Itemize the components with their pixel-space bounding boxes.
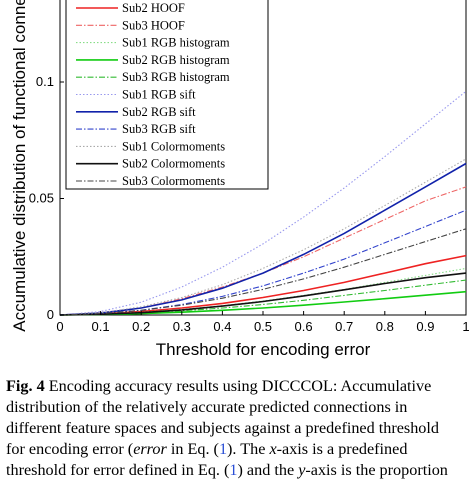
y-tick-label: 0: [47, 307, 54, 322]
legend-box: [65, 0, 269, 190]
caption-text: threshold for error defined in Eq. (: [6, 461, 230, 479]
x-tick-label: 0.4: [213, 319, 231, 334]
x-tick-label: 0.9: [416, 319, 434, 334]
caption-text: -axis is the proportion: [305, 461, 448, 479]
caption-text: ) and the: [237, 461, 299, 479]
equation-ref-link[interactable]: 1: [229, 461, 238, 479]
x-tick-label: 0: [56, 319, 63, 334]
series-line-sub2-hoof: [59, 254, 467, 316]
x-axis-label: Threshold for encoding error: [155, 340, 371, 359]
caption-text: ). The: [227, 440, 270, 458]
x-tick-label: 0.1: [92, 319, 110, 334]
y-tick-label: 0.1: [36, 74, 54, 89]
caption-text: x: [269, 440, 277, 458]
series-line-sub1-rgb-sift: [59, 90, 467, 316]
series-line-sub2-colormoments: [59, 272, 467, 316]
caption-text: y: [298, 461, 306, 479]
chart-svg: 0 0.1 0.2 0.3 0.4 0.5 0.6 0.7 0.8 0.9 1 0 0.05 0.1 Su…: [29, 0, 470, 334]
caption-line: for encoding error (error in Eq. (1). Th…: [6, 439, 474, 460]
legend-label-sub1-rgb-sift: Sub1 RGB sift: [122, 88, 196, 102]
caption-text: Encoding accuracy results using DICCCOL:…: [44, 377, 432, 395]
x-tick-label: 0.8: [376, 319, 394, 334]
caption-line: different feature spaces and subjects ag…: [6, 418, 474, 439]
y-axis-label: Accumulative distribution of functional …: [10, 0, 29, 332]
x-tick-label: 0.5: [254, 319, 272, 334]
legend-label-sub1-rgb-histogram: Sub1 RGB histogram: [122, 36, 230, 50]
legend-label-sub2-hoof: Sub2 HOOF: [122, 1, 185, 15]
caption-text: Fig. 4: [6, 377, 45, 395]
legend-label-sub3-hoof: Sub3 HOOF: [122, 18, 185, 32]
caption-text: for encoding error (: [6, 440, 134, 458]
caption-line: threshold for error defined in Eq. (1) a…: [6, 460, 474, 481]
legend-label-sub3-rgb-histogram: Sub3 RGB histogram: [122, 70, 230, 84]
caption-text: -axis is a predefined: [276, 440, 408, 458]
legend-label-sub2-rgb-sift: Sub2 RGB sift: [122, 105, 196, 119]
legend-label-sub3-rgb-sift: Sub3 RGB sift: [122, 122, 196, 136]
series-line-sub2-rgb-sift: [59, 162, 467, 316]
caption-text: error: [133, 440, 167, 458]
caption-text: in Eq. (: [166, 440, 219, 458]
legend-label-sub2-rgb-histogram: Sub2 RGB histogram: [122, 53, 230, 67]
legend-label-sub2-colormoments: Sub2 Colormoments: [122, 157, 225, 171]
x-tick-label: 0.7: [335, 319, 353, 334]
caption-text: different feature spaces and subjects ag…: [6, 419, 439, 437]
figure-caption: Fig. 4 Encoding accuracy results using D…: [6, 376, 474, 481]
caption-text: distribution of the relatively accurate …: [6, 398, 408, 416]
legend-label-sub1-colormoments: Sub1 Colormoments: [122, 139, 225, 153]
y-tick-label: 0.05: [29, 191, 54, 206]
series-line-sub3-colormoments: [59, 228, 467, 316]
x-tick-label: 0.3: [173, 319, 191, 334]
caption-line: distribution of the relatively accurate …: [6, 397, 474, 418]
x-tick-label: 0.6: [295, 319, 313, 334]
x-tick-label: 1: [462, 319, 469, 334]
x-tick-label: 0.2: [132, 319, 150, 334]
series-line-sub3-rgb-sift: [59, 209, 467, 316]
caption-line: Fig. 4 Encoding accuracy results using D…: [6, 376, 474, 397]
legend-label-sub3-colormoments: Sub3 Colormoments: [122, 174, 225, 188]
equation-ref-link[interactable]: 1: [218, 440, 228, 458]
